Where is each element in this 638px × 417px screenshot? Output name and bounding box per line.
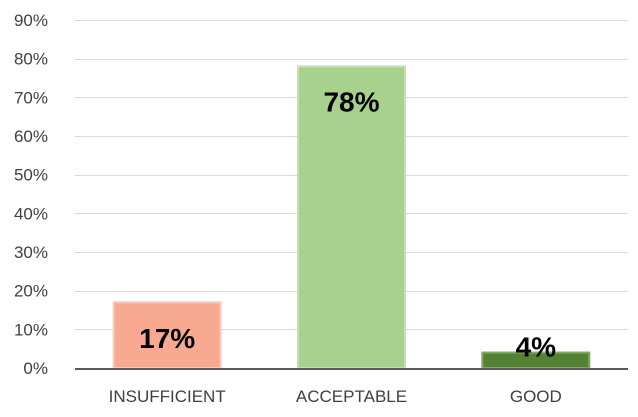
data-label-acceptable: 78%	[323, 86, 379, 117]
y-tick-label: 20%	[14, 282, 48, 301]
x-category-label: GOOD	[510, 387, 562, 406]
data-labels: 17% 78% 4%	[139, 86, 556, 362]
y-tick-label: 10%	[14, 320, 48, 339]
y-axis-tick-labels: 0% 10% 20% 30% 40% 50% 60% 70% 80% 90%	[14, 11, 48, 378]
y-tick-label: 50%	[14, 166, 48, 185]
data-label-good: 4%	[516, 332, 557, 363]
y-tick-label: 60%	[14, 127, 48, 146]
y-tick-label: 0%	[23, 359, 48, 378]
y-tick-label: 40%	[14, 204, 48, 223]
y-tick-label: 80%	[14, 50, 48, 69]
x-category-label: ACCEPTABLE	[296, 387, 407, 406]
x-axis-category-labels: INSUFFICIENT ACCEPTABLE GOOD	[109, 387, 562, 406]
y-tick-label: 30%	[14, 243, 48, 262]
x-category-label: INSUFFICIENT	[109, 387, 226, 406]
y-tick-label: 70%	[14, 88, 48, 107]
y-tick-label: 90%	[14, 11, 48, 30]
bar-insufficient	[112, 301, 222, 369]
data-label-insufficient: 17%	[139, 323, 195, 354]
